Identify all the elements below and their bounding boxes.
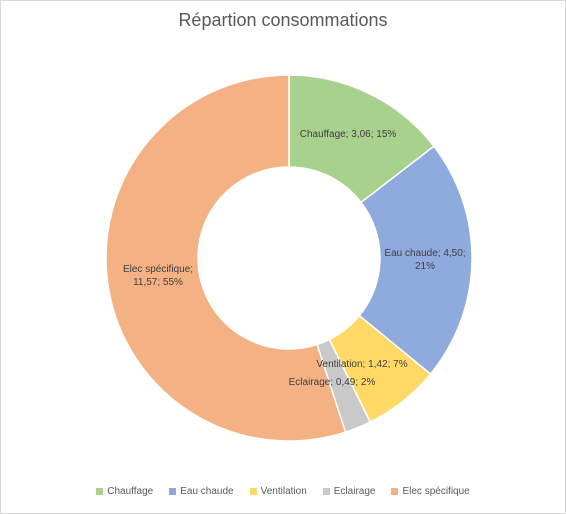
donut-chart: Chauffage; 3,06; 15% Eau chaude; 4,50; 21%… — [105, 74, 473, 442]
slice-label-eau-chaude: Eau chaude; 4,50; 21% — [384, 248, 465, 272]
legend-swatch — [249, 488, 257, 495]
slice-label-chauffage: Chauffage; 3,06; 15% — [300, 129, 397, 140]
legend-swatch — [391, 488, 399, 495]
legend-label: Eclairage — [333, 486, 376, 497]
legend-label: Elec spécifique — [402, 486, 470, 497]
chart-title: Répartion consommations — [178, 10, 388, 30]
legend-swatch — [169, 488, 177, 495]
legend-item-eau-chaude: Eau chaude — [169, 486, 234, 497]
slice-label-ventilation: Ventilation; 1,42; 7% — [316, 359, 407, 370]
slice-label-elec-sp-cifique: Elec spécifique; 11,57; 55% — [123, 264, 193, 288]
slice-eau-chaude — [358, 145, 473, 376]
legend-swatch — [96, 488, 104, 495]
slice-elec-sp-cifique — [105, 74, 347, 442]
legend-item-ventilation: Ventilation — [249, 486, 307, 497]
legend: Chauffage Eau chaude Ventilation Eclairage E… — [0, 486, 566, 497]
legend-label: Chauffage — [107, 486, 154, 497]
legend-label: Eau chaude — [180, 486, 234, 497]
legend-label: Ventilation — [260, 486, 307, 497]
legend-item-chauffage: Chauffage — [96, 486, 153, 497]
legend-item-elec-sp-cifique: Elec spécifique — [391, 486, 470, 497]
legend-item-eclairage: Eclairage — [322, 486, 376, 497]
legend-swatch — [322, 488, 330, 495]
slice-label-eclairage: Eclairage; 0,49; 2% — [289, 377, 376, 388]
